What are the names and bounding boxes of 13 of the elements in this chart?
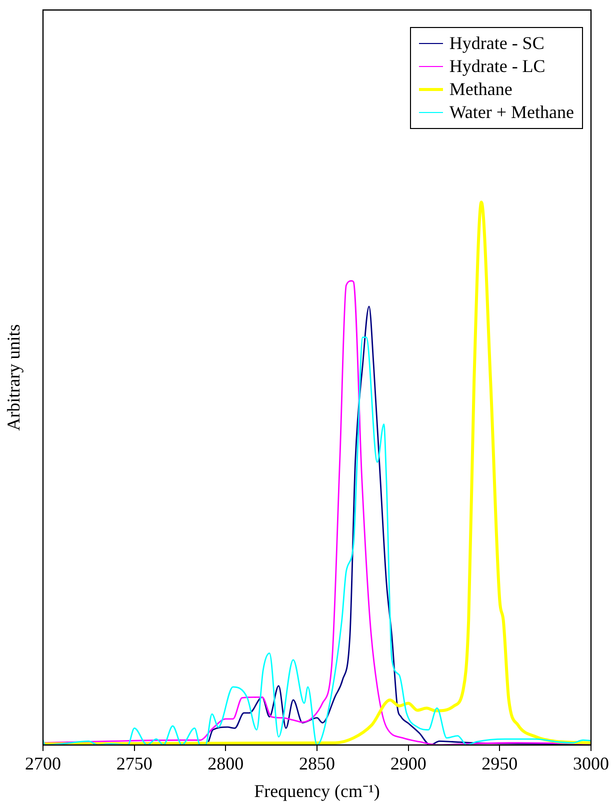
legend-label: Water + Methane [449, 101, 574, 124]
x-tick-label: 2700 [25, 754, 61, 774]
x-tick-label: 3000 [573, 754, 609, 774]
x-axis-title: Frequency (cm⁻¹) [254, 780, 380, 801]
x-tick-label: 2800 [208, 754, 244, 774]
legend-label: Hydrate - LC [449, 55, 546, 78]
y-axis-title: Arbitrary units [4, 324, 24, 431]
x-tick-label: 2900 [390, 754, 426, 774]
x-tick-label: 2850 [299, 754, 335, 774]
legend-label: Methane [449, 78, 512, 101]
legend-label: Hydrate - SC [449, 32, 544, 55]
x-tick-label: 2750 [116, 754, 152, 774]
x-tick-label: 2950 [482, 754, 518, 774]
